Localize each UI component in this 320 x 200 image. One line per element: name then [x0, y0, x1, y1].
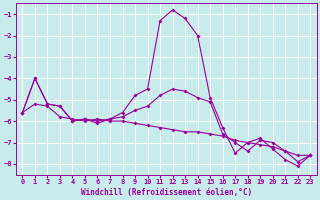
X-axis label: Windchill (Refroidissement éolien,°C): Windchill (Refroidissement éolien,°C) [81, 188, 252, 197]
